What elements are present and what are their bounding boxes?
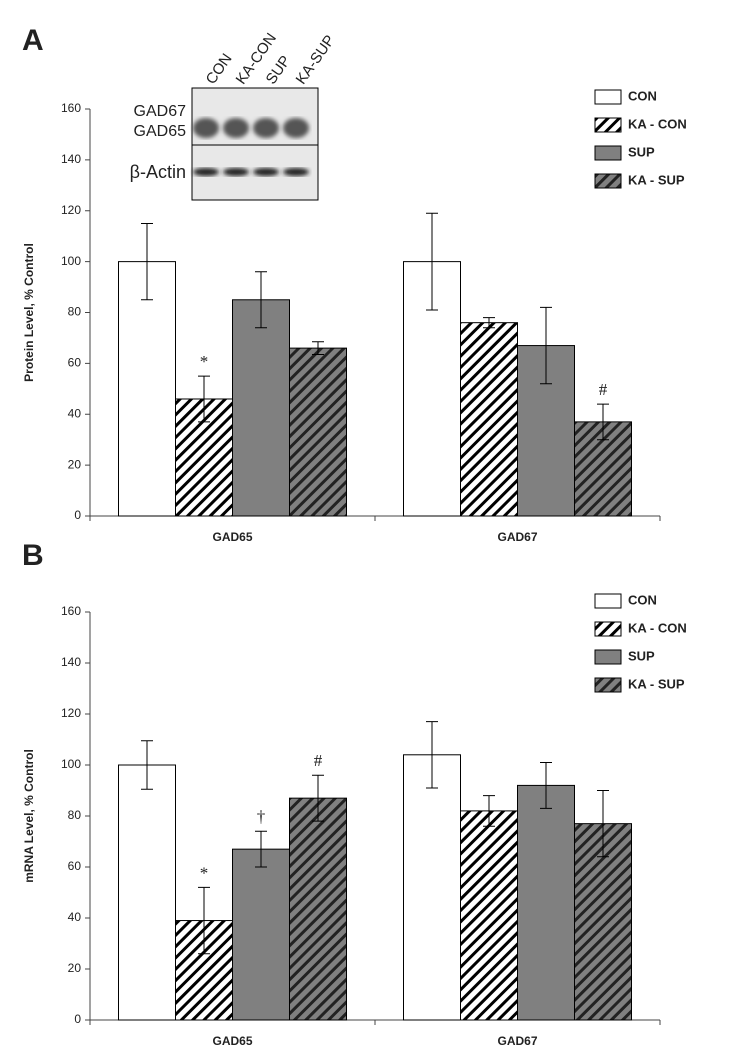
band-label: GAD65 xyxy=(134,123,187,140)
legend-swatch xyxy=(594,621,622,637)
legend-label: KA - SUP xyxy=(628,676,685,691)
significance-mark: # xyxy=(314,751,323,770)
y-tick-label: 0 xyxy=(74,508,81,522)
legend-label: KA - CON xyxy=(628,116,687,131)
error-bar xyxy=(141,740,153,790)
legend-label: CON xyxy=(628,592,657,607)
legend-label: SUP xyxy=(628,648,655,663)
bar xyxy=(460,322,518,517)
blot-band xyxy=(283,168,309,176)
significance-mark: # xyxy=(599,380,608,399)
y-tick-label: 140 xyxy=(61,655,81,669)
lane-label: KA-SUP xyxy=(293,32,339,88)
bar xyxy=(460,810,518,1021)
x-tick-label: GAD67 xyxy=(497,530,537,544)
legend-swatch xyxy=(594,145,622,161)
x-tick-label: GAD67 xyxy=(497,1034,537,1048)
y-tick-label: 100 xyxy=(61,254,81,268)
y-tick-label: 140 xyxy=(61,152,81,166)
legend-swatch xyxy=(594,649,622,665)
error-bar xyxy=(141,222,153,301)
blot-band xyxy=(223,118,249,138)
error-bar xyxy=(255,830,267,868)
bar xyxy=(289,797,347,1021)
bar xyxy=(403,261,461,517)
blot-band xyxy=(193,168,219,176)
error-bar xyxy=(198,886,210,955)
y-tick-label: 20 xyxy=(68,961,82,975)
y-tick-label: 120 xyxy=(61,706,81,720)
blot-band xyxy=(283,118,309,138)
blot-band xyxy=(253,168,279,176)
bar xyxy=(517,784,575,1021)
y-axis-label: Protein Level, % Control xyxy=(22,243,36,382)
y-tick-label: 160 xyxy=(61,101,81,115)
y-tick-label: 120 xyxy=(61,203,81,217)
y-tick-label: 80 xyxy=(68,305,82,319)
error-bar xyxy=(426,721,438,789)
legend-label: KA - CON xyxy=(628,620,687,635)
error-bar xyxy=(540,761,552,809)
lane-label: CON xyxy=(203,51,236,88)
legend-swatch xyxy=(594,173,622,189)
band-label: GAD67 xyxy=(134,103,187,120)
panel-label: A xyxy=(22,24,44,57)
y-tick-label: 40 xyxy=(68,406,82,420)
bar xyxy=(289,347,347,517)
y-tick-label: 0 xyxy=(74,1012,81,1026)
significance-mark: * xyxy=(200,863,209,882)
bar xyxy=(232,299,290,517)
legend-label: SUP xyxy=(628,144,655,159)
blot-band xyxy=(223,168,249,176)
error-bar xyxy=(312,774,324,822)
error-bar xyxy=(312,341,324,355)
panel-label: B xyxy=(22,539,44,572)
legend-swatch xyxy=(594,89,622,105)
x-tick-label: GAD65 xyxy=(212,530,252,544)
significance-mark: * xyxy=(200,352,209,371)
y-tick-label: 160 xyxy=(61,604,81,618)
bar xyxy=(118,261,176,517)
bar xyxy=(118,764,176,1021)
bar xyxy=(232,848,290,1021)
error-bar xyxy=(483,795,495,827)
error-bar xyxy=(198,375,210,423)
error-bar xyxy=(426,212,438,311)
bar xyxy=(403,754,461,1021)
blot-band xyxy=(253,118,279,138)
y-tick-label: 60 xyxy=(68,859,82,873)
y-tick-label: 80 xyxy=(68,808,82,822)
error-bar xyxy=(255,271,267,329)
y-tick-label: 20 xyxy=(68,457,82,471)
band-label: β-Actin xyxy=(130,162,186,182)
blot-frame xyxy=(191,87,319,201)
error-bar xyxy=(597,790,609,858)
error-bar xyxy=(540,306,552,385)
x-tick-label: GAD65 xyxy=(212,1034,252,1048)
legend-swatch xyxy=(594,677,622,693)
y-tick-label: 40 xyxy=(68,910,82,924)
error-bar xyxy=(597,403,609,441)
legend-swatch xyxy=(594,593,622,609)
error-bar xyxy=(483,317,495,329)
y-tick-label: 60 xyxy=(68,356,82,370)
blot-band xyxy=(193,118,219,138)
y-axis-label: mRNA Level, % Control xyxy=(22,749,36,883)
legend-label: CON xyxy=(628,88,657,103)
y-tick-label: 100 xyxy=(61,757,81,771)
legend-swatch xyxy=(594,117,622,133)
significance-mark: † xyxy=(257,807,266,826)
legend-label: KA - SUP xyxy=(628,172,685,187)
